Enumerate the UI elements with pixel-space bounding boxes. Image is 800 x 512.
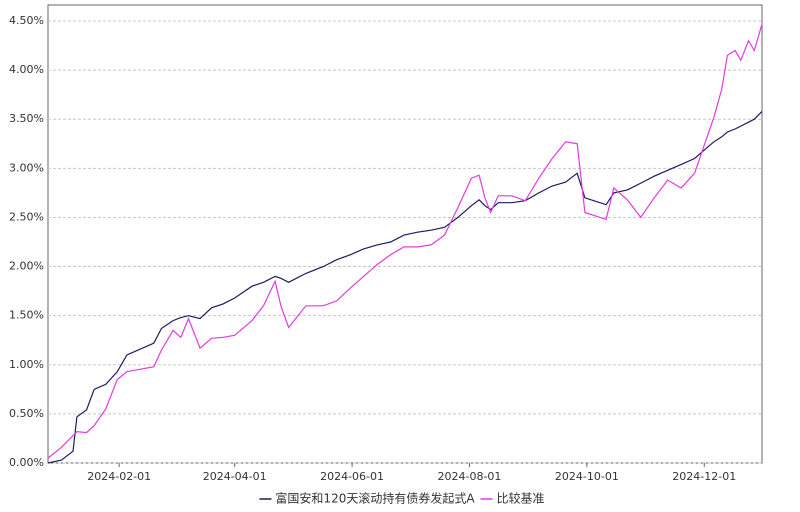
legend-label: 比较基准 [497,491,545,506]
x-tick-label: 2024-04-01 [203,470,267,483]
y-tick-label: 3.00% [9,161,44,174]
y-tick-label: 1.50% [9,309,44,322]
y-tick-label: 1.00% [9,358,44,371]
y-tick-label: 0.50% [9,407,44,420]
y-tick-label: 2.00% [9,260,44,273]
x-tick-label: 2024-12-01 [672,470,736,483]
y-tick-label: 4.50% [9,14,44,27]
x-tick-label: 2024-06-01 [320,470,384,483]
y-tick-label: 2.50% [9,210,44,223]
x-tick-label: 2024-08-01 [438,470,502,483]
y-tick-label: 3.50% [9,112,44,125]
y-tick-label: 0.00% [9,456,44,469]
legend-item: 富国安和120天滚动持有债券发起式A [259,491,475,506]
series-line [47,23,763,459]
plot-frame [47,4,763,464]
series-line [47,110,763,464]
legend-label: 富国安和120天滚动持有债券发起式A [275,491,475,506]
x-tick-label: 2024-10-01 [555,470,619,483]
y-tick-label: 4.00% [9,63,44,76]
legend-item: 比较基准 [480,491,545,506]
x-tick-label: 2024-02-01 [87,470,151,483]
